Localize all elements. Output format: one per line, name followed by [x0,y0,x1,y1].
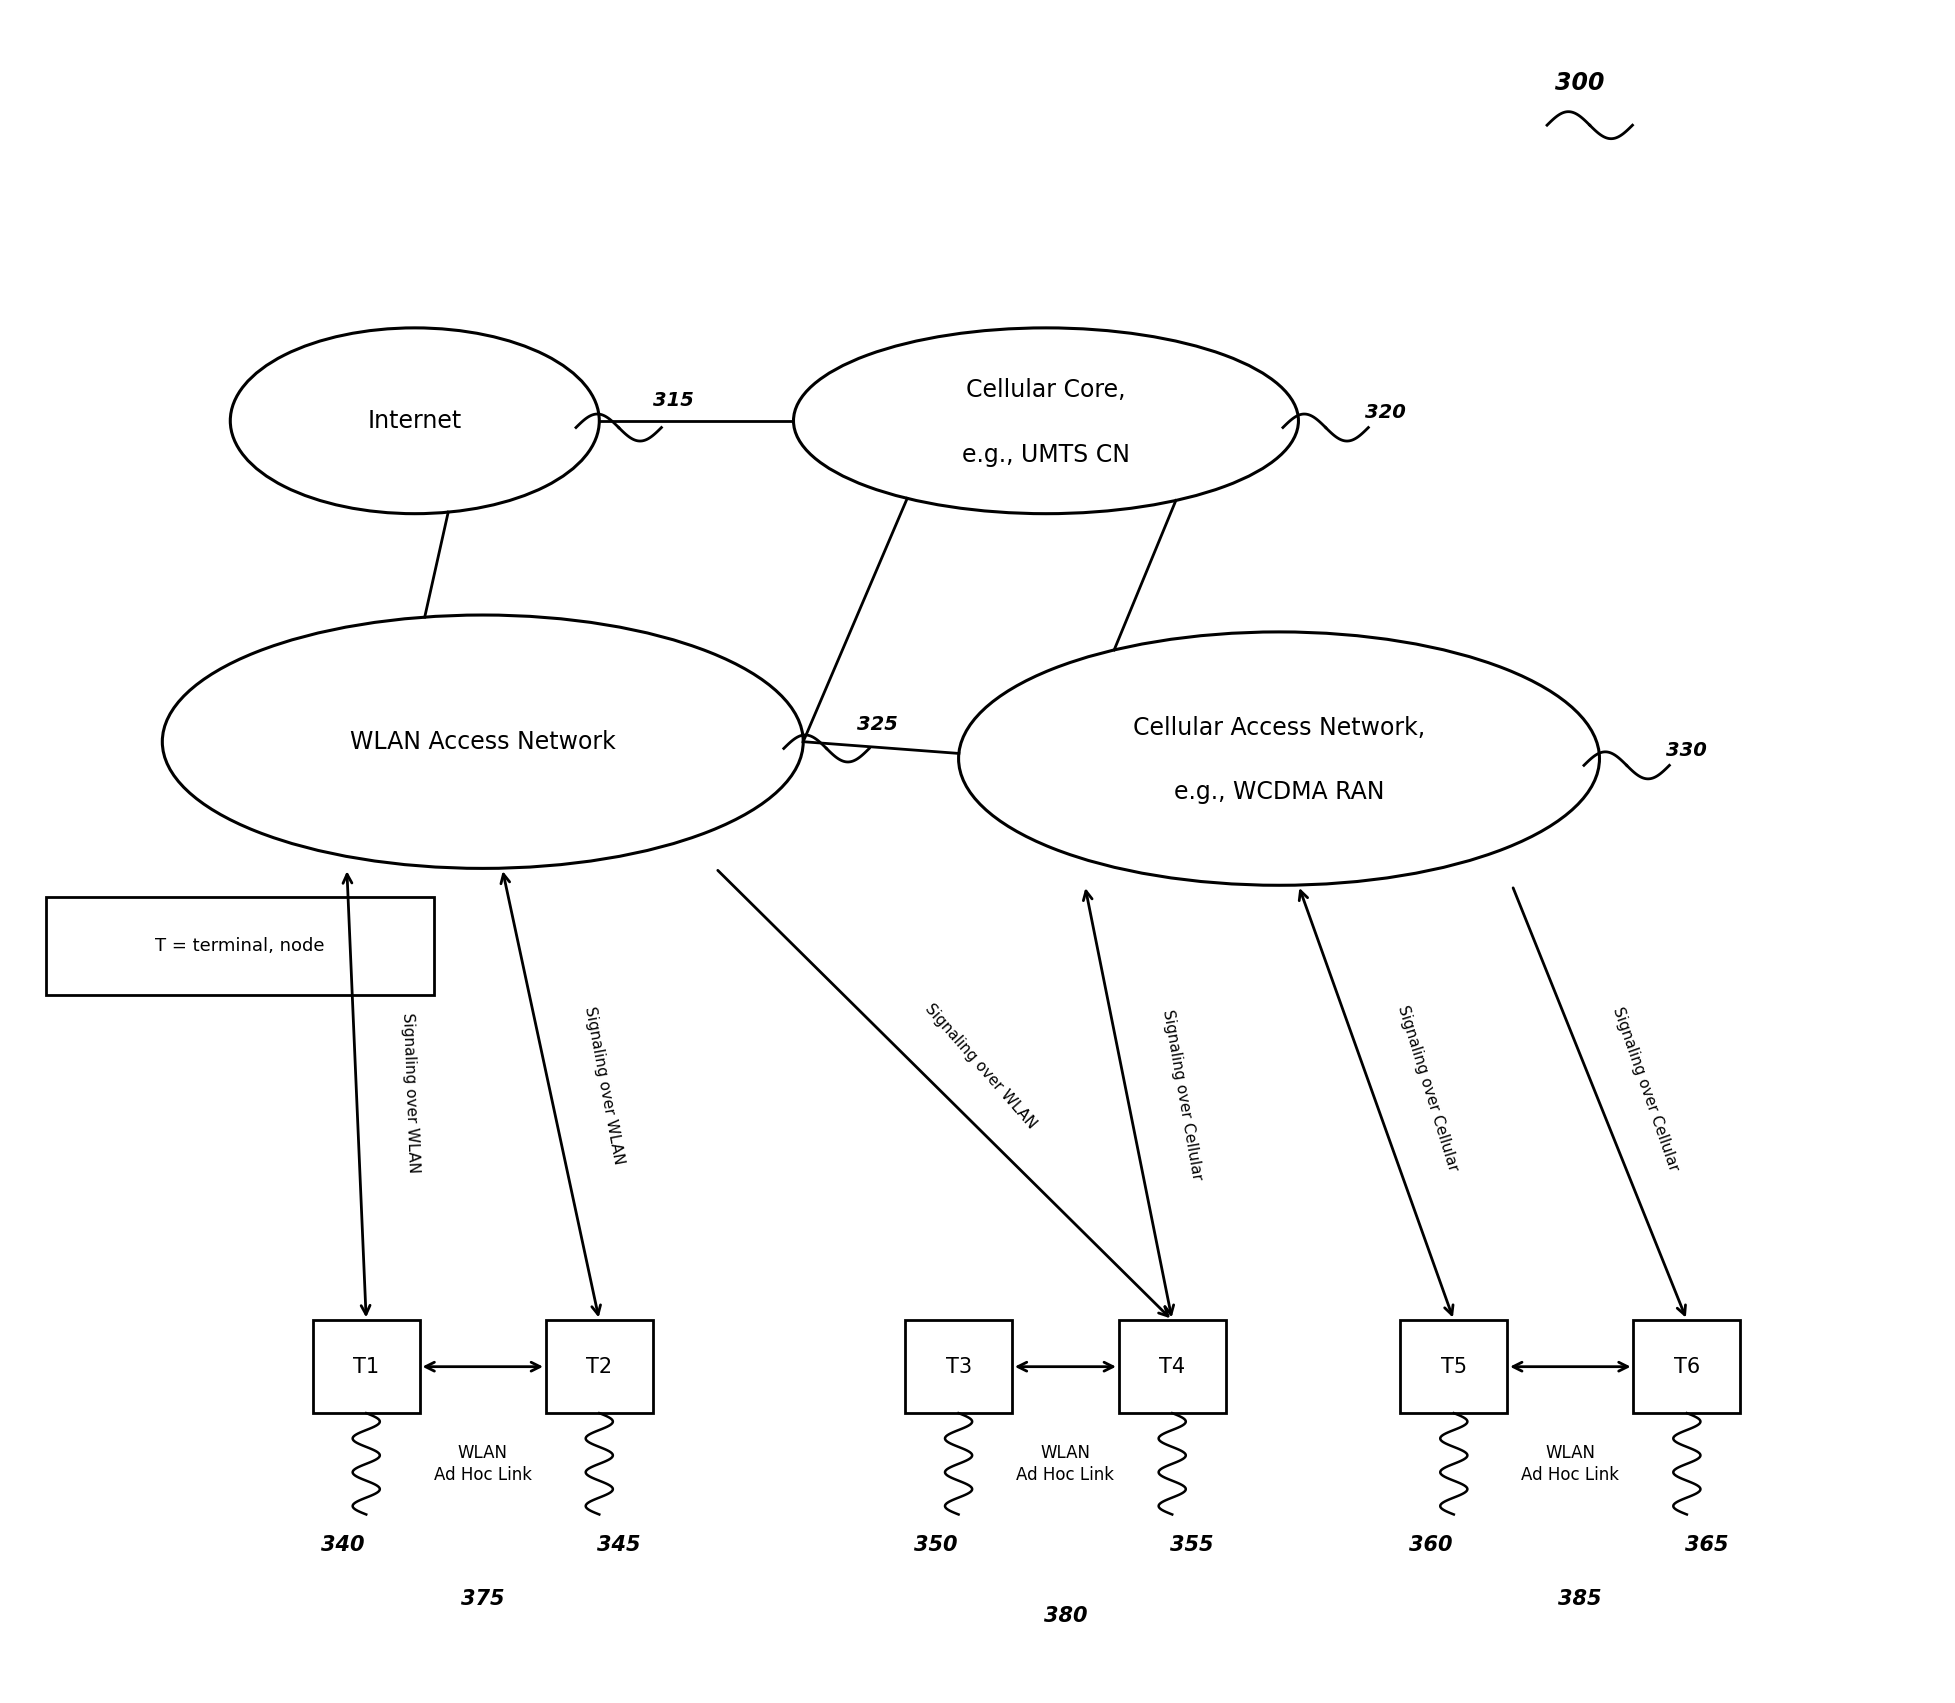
Text: Signaling over WLAN: Signaling over WLAN [583,1005,626,1167]
Text: 300: 300 [1554,72,1603,95]
Text: Signaling over Cellular: Signaling over Cellular [1609,1005,1679,1173]
Text: 325: 325 [856,715,897,734]
Bar [1400,1320,1507,1413]
Bar [1632,1320,1740,1413]
Text: Internet: Internet [368,409,461,433]
Bar [905,1320,1011,1413]
Text: 350: 350 [913,1534,956,1555]
Text: 385: 385 [1558,1589,1601,1609]
Text: 380: 380 [1044,1606,1087,1626]
Text: WLAN
Ad Hoc Link: WLAN Ad Hoc Link [1521,1444,1619,1483]
Text: 365: 365 [1683,1534,1726,1555]
Text: T3: T3 [944,1357,972,1376]
Text: 355: 355 [1169,1534,1212,1555]
Text: 360: 360 [1408,1534,1451,1555]
Text: Signaling over Cellular: Signaling over Cellular [1159,1008,1204,1182]
Text: T2: T2 [586,1357,612,1376]
Text: WLAN
Ad Hoc Link: WLAN Ad Hoc Link [434,1444,532,1483]
Text: WLAN
Ad Hoc Link: WLAN Ad Hoc Link [1017,1444,1114,1483]
Text: Signaling over Cellular: Signaling over Cellular [1394,1005,1460,1173]
Bar [545,1320,653,1413]
Text: e.g., UMTS CN: e.g., UMTS CN [962,443,1130,467]
Text: Cellular Core,: Cellular Core, [966,378,1126,402]
Text: 320: 320 [1365,404,1406,422]
Text: Cellular Access Network,: Cellular Access Network, [1132,717,1425,741]
Text: WLAN Access Network: WLAN Access Network [350,729,616,754]
Text: T = terminal, node: T = terminal, node [154,937,325,955]
Text: 345: 345 [596,1534,639,1555]
Text: T4: T4 [1159,1357,1185,1376]
Text: 340: 340 [321,1534,364,1555]
Text: T1: T1 [354,1357,379,1376]
Text: e.g., WCDMA RAN: e.g., WCDMA RAN [1173,780,1384,804]
Text: T5: T5 [1441,1357,1466,1376]
Text: 375: 375 [461,1589,504,1609]
Text: Signaling over WLAN: Signaling over WLAN [921,1001,1038,1131]
Text: Signaling over WLAN: Signaling over WLAN [401,1012,420,1173]
Text: 315: 315 [653,392,694,410]
Bar [45,897,434,995]
Bar [1118,1320,1226,1413]
Text: T6: T6 [1673,1357,1699,1376]
Bar [313,1320,420,1413]
Text: 330: 330 [1666,741,1707,760]
